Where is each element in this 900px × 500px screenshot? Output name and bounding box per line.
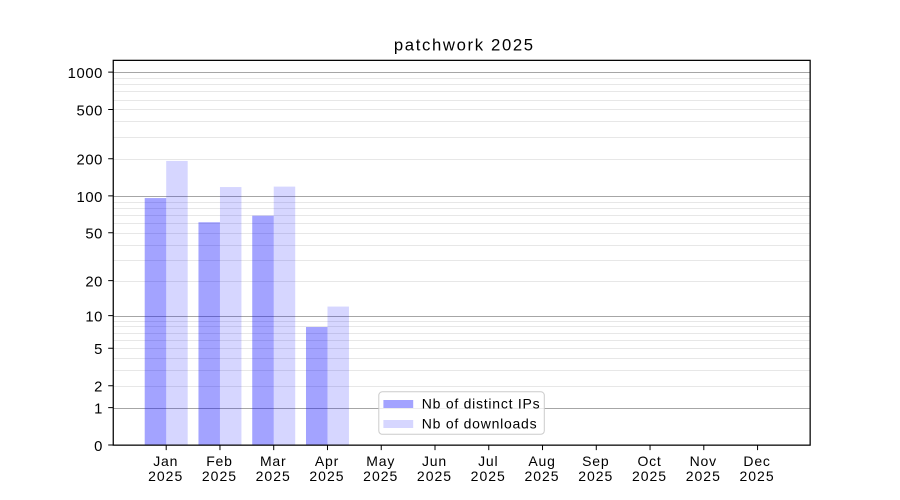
svg-text:200: 200	[77, 153, 104, 169]
svg-text:2025: 2025	[256, 468, 291, 484]
svg-text:patchwork 2025: patchwork 2025	[394, 36, 535, 55]
svg-text:1: 1	[94, 401, 103, 417]
svg-text:Nb of distinct IPs: Nb of distinct IPs	[422, 396, 541, 412]
svg-text:Feb: Feb	[206, 453, 233, 469]
svg-text:Jan: Jan	[153, 453, 178, 469]
svg-text:Nb of downloads: Nb of downloads	[422, 415, 538, 431]
svg-text:20: 20	[85, 275, 103, 291]
svg-text:Jul: Jul	[478, 453, 498, 469]
svg-text:10: 10	[85, 309, 103, 325]
svg-text:2025: 2025	[471, 468, 506, 484]
svg-text:Sep: Sep	[582, 453, 609, 469]
svg-text:2025: 2025	[417, 468, 452, 484]
svg-text:Apr: Apr	[315, 453, 339, 469]
svg-text:2025: 2025	[686, 468, 721, 484]
svg-text:Oct: Oct	[637, 453, 661, 469]
svg-text:50: 50	[85, 227, 103, 243]
svg-text:Dec: Dec	[743, 453, 770, 469]
svg-text:100: 100	[77, 190, 104, 206]
svg-text:2025: 2025	[524, 468, 559, 484]
svg-text:Mar: Mar	[260, 453, 287, 469]
svg-text:2: 2	[94, 380, 103, 396]
svg-text:2025: 2025	[632, 468, 667, 484]
svg-text:2025: 2025	[148, 468, 183, 484]
svg-text:May: May	[366, 453, 395, 469]
svg-text:Jun: Jun	[422, 453, 447, 469]
svg-text:2025: 2025	[309, 468, 344, 484]
svg-text:2025: 2025	[578, 468, 613, 484]
svg-text:5: 5	[94, 342, 103, 358]
svg-text:Nov: Nov	[690, 453, 717, 469]
svg-text:0: 0	[94, 439, 103, 455]
svg-text:1000: 1000	[68, 66, 103, 82]
svg-text:2025: 2025	[739, 468, 774, 484]
svg-text:2025: 2025	[202, 468, 237, 484]
svg-text:2025: 2025	[363, 468, 398, 484]
svg-text:500: 500	[77, 103, 104, 119]
svg-text:Aug: Aug	[528, 453, 555, 469]
